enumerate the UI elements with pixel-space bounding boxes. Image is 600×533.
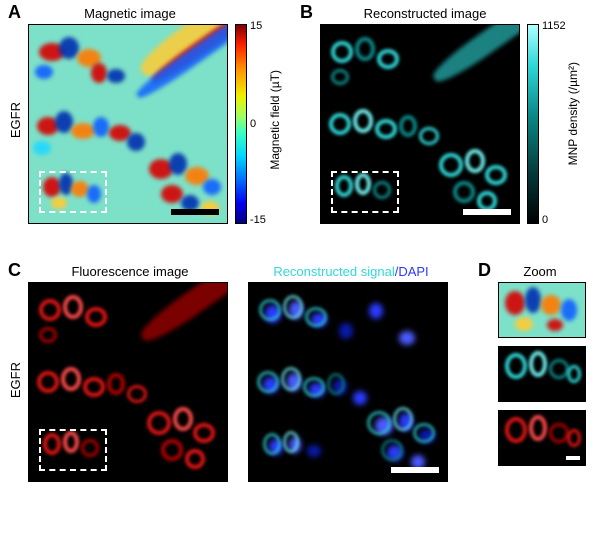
panel-b-tick-max: 1152 <box>542 20 566 32</box>
panel-b-colorbar-label: MNP density (/µm²) <box>566 62 580 165</box>
panel-a-image <box>28 24 228 224</box>
panel-b-label: B <box>300 2 313 23</box>
panel-c-left-image <box>28 282 228 482</box>
panel-a-scalebar <box>171 209 219 215</box>
panel-a-label: A <box>8 2 21 23</box>
panel-c-title-right-dapi: /DAPI <box>395 264 429 279</box>
panel-d-label: D <box>478 260 491 281</box>
panel-b-image <box>320 24 520 224</box>
panel-c-right-scalebar <box>391 467 439 473</box>
panel-c-title-right: Reconstructed signal/DAPI <box>256 264 446 279</box>
panel-a-tick-min: -15 <box>250 214 266 226</box>
panel-c-side-label: EGFR <box>8 362 23 398</box>
panel-d-title: Zoom <box>510 264 570 279</box>
panel-b-colorbar <box>527 24 539 224</box>
panel-d-zoom-magnetic <box>498 282 586 338</box>
panel-b-title: Reconstructed image <box>350 6 500 21</box>
panel-a-colorbar <box>235 24 247 224</box>
panel-c-title-right-recon: Reconstructed signal <box>273 264 394 279</box>
panel-c-title-left: Fluorescence image <box>60 264 200 279</box>
panel-b-tick-min: 0 <box>542 214 548 226</box>
panel-a-title: Magnetic image <box>70 6 190 21</box>
panel-a-colorbar-label: Magnetic field (µT) <box>268 70 282 170</box>
panel-a-tick-max: 15 <box>250 20 262 32</box>
panel-d-zoom-reconstructed <box>498 346 586 402</box>
panel-b-scalebar <box>463 209 511 215</box>
panel-a-side-label: EGFR <box>8 102 23 138</box>
panel-c-right-image <box>248 282 448 482</box>
panel-d-zoom-fluorescence <box>498 410 586 466</box>
panel-d-scalebar <box>566 456 580 460</box>
panel-a-tick-mid: 0 <box>250 118 256 130</box>
panel-c-label: C <box>8 260 21 281</box>
